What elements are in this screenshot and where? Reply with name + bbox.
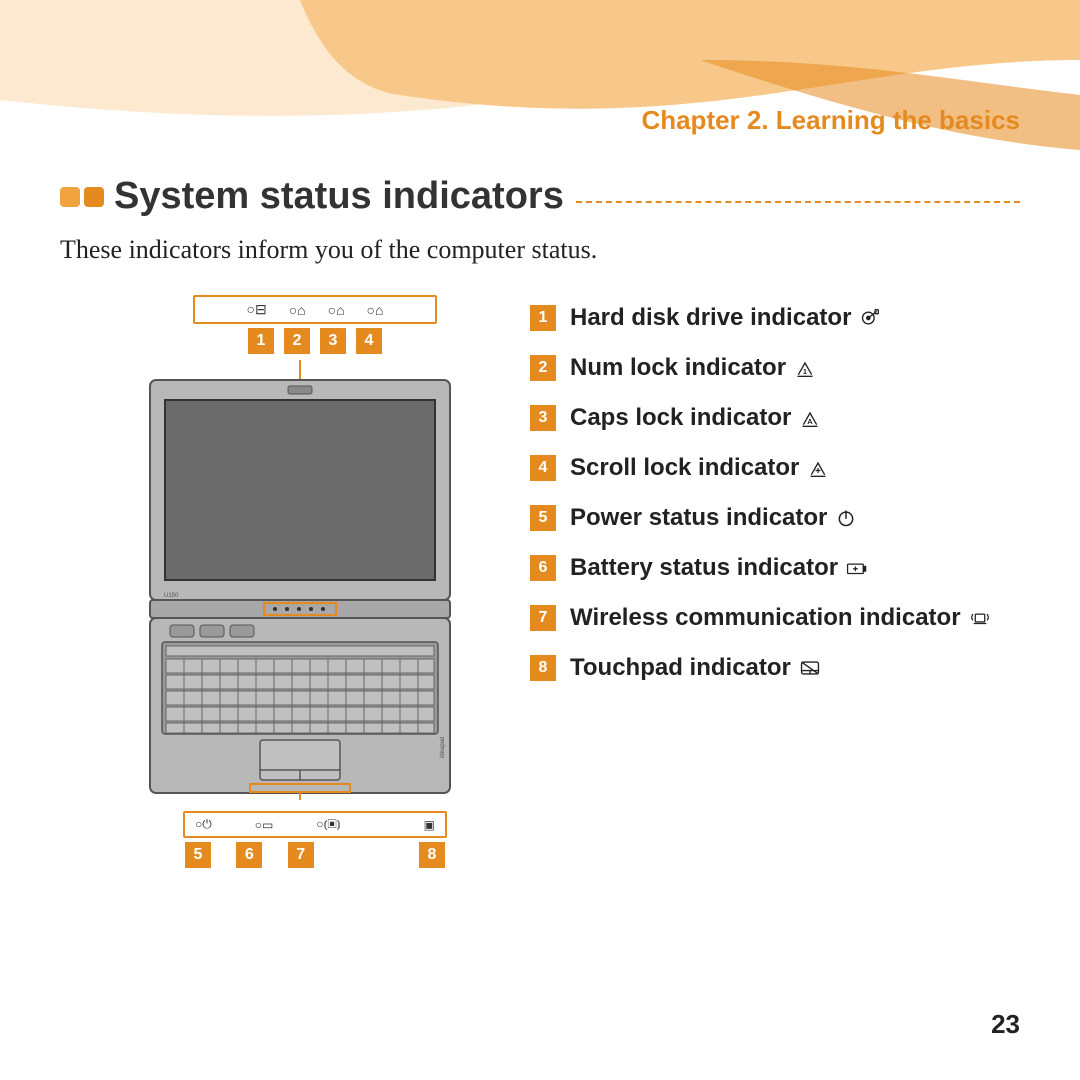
legend-num: 7 [530, 605, 556, 631]
laptop-diagram: ○⊟ ○⌂ ○⌂ ○⌂ 1 2 3 4 [140, 295, 490, 868]
legend-item-2: 2 Num lock indicator 1 [530, 353, 1020, 383]
legend-item-4: 4 Scroll lock indicator [530, 453, 1020, 483]
legend-label-text: Scroll lock indicator [570, 453, 799, 483]
bottom-indicator-callout: ○⏻ ○▭ ○⦅▣⦆ ▣ [183, 811, 447, 838]
numlock-icon: 1 [794, 358, 816, 378]
svg-text:1: 1 [803, 367, 807, 376]
legend-num: 8 [530, 655, 556, 681]
legend-num: 4 [530, 455, 556, 481]
svg-text:A: A [808, 417, 814, 426]
wireless-icon [969, 608, 991, 628]
legend-num: 1 [530, 305, 556, 331]
legend-label-text: Hard disk drive indicator [570, 303, 851, 333]
legend-item-5: 5 Power status indicator [530, 503, 1020, 533]
legend-label-text: Power status indicator [570, 503, 827, 533]
marker-8: 8 [419, 842, 445, 868]
header-swoosh [0, 0, 1080, 180]
svg-text:ideapad: ideapad [440, 737, 446, 758]
touchpad-icon [799, 658, 821, 678]
top-marker-row: 1 2 3 4 [140, 328, 490, 354]
title-bullets-icon [60, 187, 104, 207]
marker-2: 2 [284, 328, 310, 354]
marker-1: 1 [248, 328, 274, 354]
legend-item-1: 1 Hard disk drive indicator [530, 303, 1020, 333]
hdd-icon [859, 308, 881, 328]
legend-item-7: 7 Wireless communication indicator [530, 603, 1020, 633]
legend-list: 1 Hard disk drive indicator 2 Num lock i… [530, 295, 1020, 868]
svg-text:U150: U150 [164, 593, 179, 599]
bottom-marker-row: 5 6 7 8 [185, 842, 445, 868]
legend-item-6: 6 Battery status indicator [530, 553, 1020, 583]
legend-num: 5 [530, 505, 556, 531]
section-title-row: System status indicators [60, 175, 1020, 218]
laptop-illustration: U150 ideapad [140, 360, 460, 800]
top-indicator-callout: ○⊟ ○⌂ ○⌂ ○⌂ [193, 295, 437, 324]
chapter-header: Chapter 2. Learning the basics [641, 105, 1020, 136]
scrolllock-icon [807, 458, 829, 478]
legend-label-text: Wireless communication indicator [570, 603, 961, 633]
page-number: 23 [991, 1009, 1020, 1040]
legend-label-text: Caps lock indicator [570, 403, 791, 433]
legend-num: 3 [530, 405, 556, 431]
legend-item-3: 3 Caps lock indicator A [530, 403, 1020, 433]
marker-4: 4 [356, 328, 382, 354]
battery-icon [846, 558, 868, 578]
legend-num: 6 [530, 555, 556, 581]
legend-label-text: Num lock indicator [570, 353, 786, 383]
legend-label-text: Touchpad indicator [570, 653, 791, 683]
marker-5: 5 [185, 842, 211, 868]
capslock-icon: A [799, 408, 821, 428]
legend-label-text: Battery status indicator [570, 553, 838, 583]
power-icon [835, 508, 857, 528]
marker-3: 3 [320, 328, 346, 354]
section-title: System status indicators [114, 175, 564, 218]
marker-7: 7 [288, 842, 314, 868]
title-dashed-line [576, 201, 1020, 203]
legend-num: 2 [530, 355, 556, 381]
section-intro-text: These indicators inform you of the compu… [60, 235, 1020, 265]
marker-6: 6 [236, 842, 262, 868]
legend-item-8: 8 Touchpad indicator [530, 653, 1020, 683]
